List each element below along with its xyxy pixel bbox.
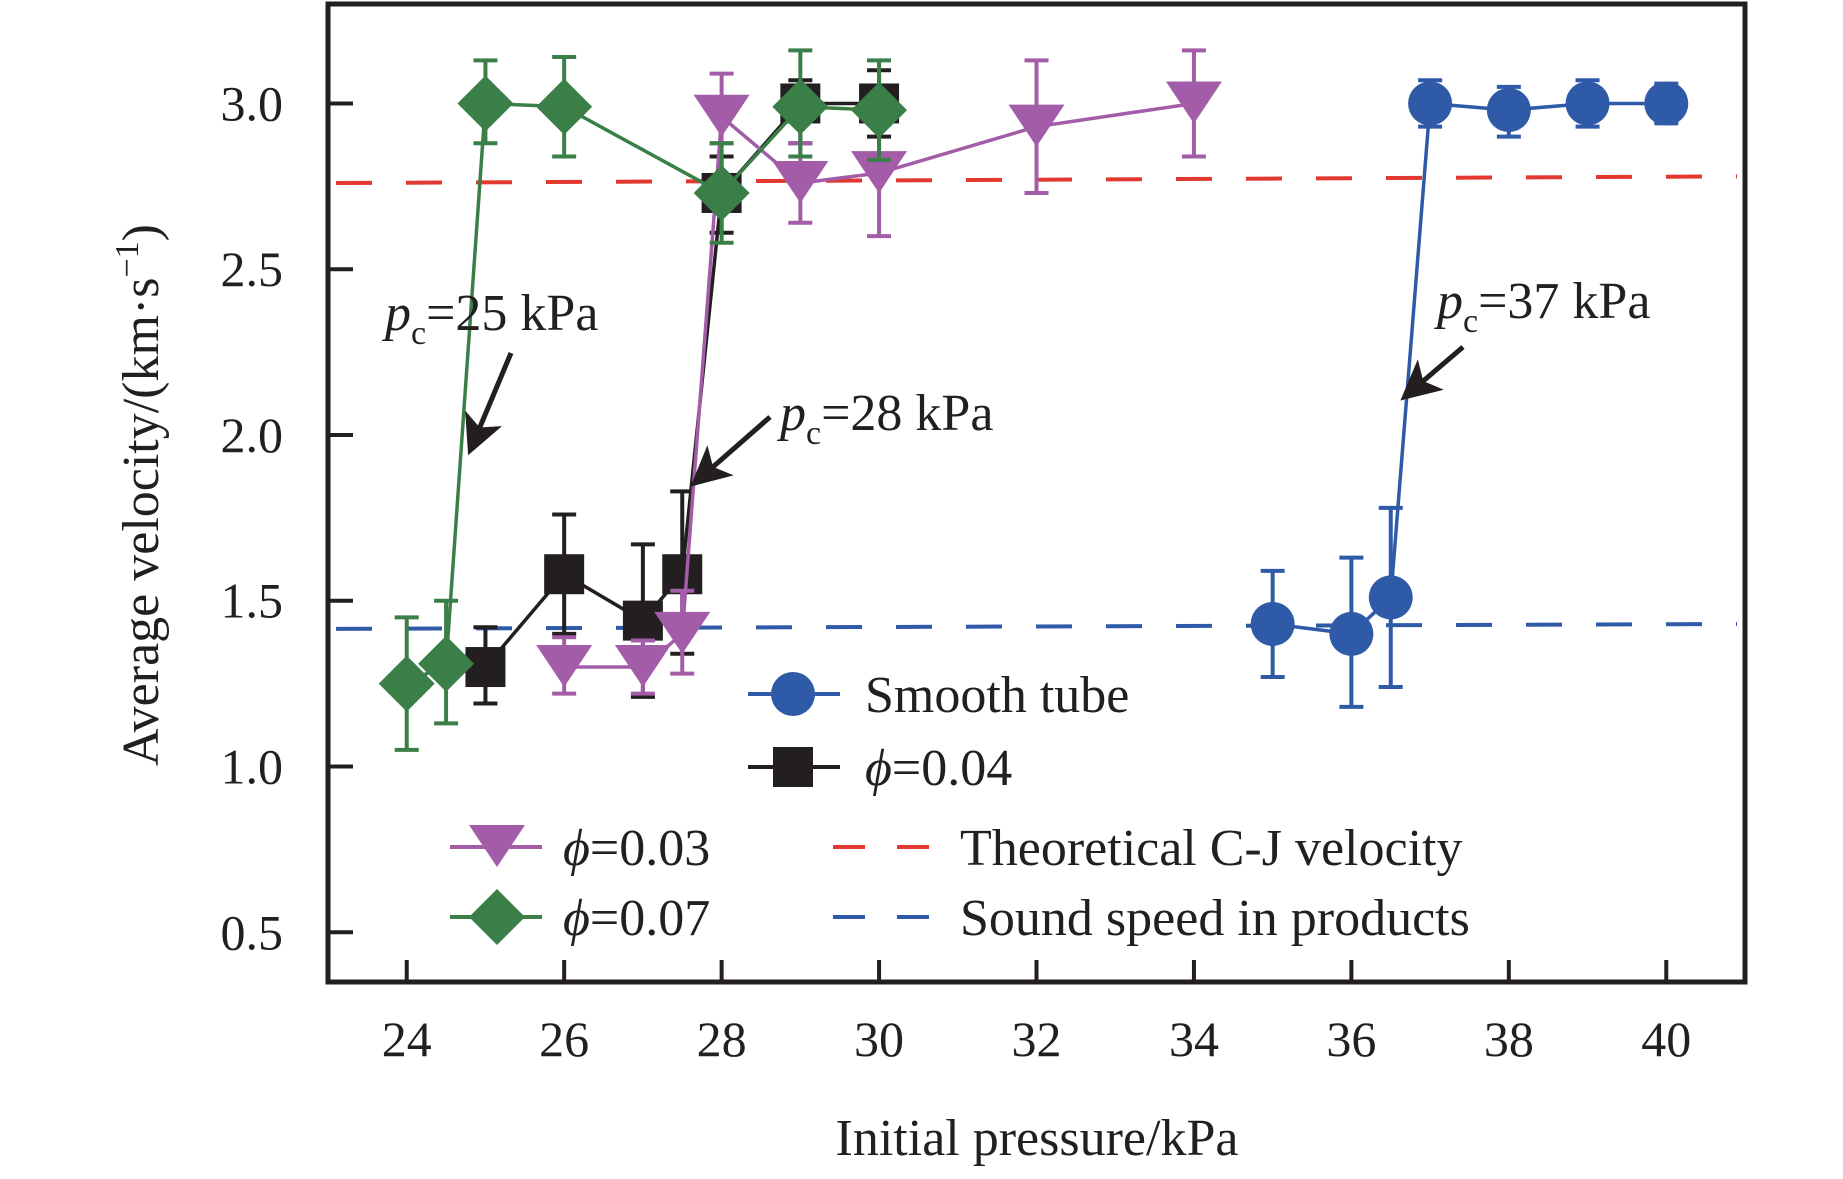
data-point: [1008, 104, 1065, 147]
data-point: [536, 645, 593, 688]
annotation-subscript: c: [1463, 303, 1478, 340]
series-3: [378, 48, 908, 752]
annotation-value: =37 kPa: [1478, 273, 1650, 330]
reference-line: [335, 621, 1738, 631]
x-tick-label: 32: [1012, 1011, 1062, 1067]
x-tick-label: 24: [382, 1011, 432, 1067]
legend-item: Sound speed in products: [833, 890, 1470, 947]
data-point: [1644, 81, 1689, 126]
annotation-label: pc=25 kPa: [381, 285, 598, 352]
y-tick-label: 0.5: [221, 904, 284, 960]
annotation-symbol: p: [776, 385, 806, 442]
data-point: [662, 554, 703, 595]
data-point: [1486, 88, 1531, 133]
data-point: [654, 611, 711, 654]
x-tick-label: 40: [1641, 1011, 1691, 1067]
annotation-subscript: c: [806, 415, 821, 452]
series-0: [1250, 78, 1689, 709]
data-point: [1250, 601, 1295, 646]
y-axis-title-main: Average velocity/(km·s: [113, 278, 170, 767]
annotation-value: =25 kPa: [426, 285, 598, 342]
annotation-label: pc=28 kPa: [776, 385, 993, 452]
data-point: [1565, 81, 1610, 126]
x-tick-label: 38: [1484, 1011, 1534, 1067]
legend-label: ϕ=0.07: [563, 890, 710, 947]
data-point: [693, 164, 750, 221]
annotation-value: =28 kPa: [821, 385, 993, 442]
series-layer: [378, 48, 1689, 752]
data-point: [1165, 81, 1222, 124]
x-tick-label: 28: [697, 1011, 747, 1067]
data-point: [851, 82, 908, 139]
data-point: [693, 94, 750, 137]
x-tick-label: 36: [1326, 1011, 1376, 1067]
data-point: [418, 635, 475, 692]
y-axis-title-close: ): [113, 224, 170, 241]
x-tick-label: 34: [1169, 1011, 1219, 1067]
y-tick-label: 2.5: [221, 241, 284, 297]
data-point: [772, 161, 829, 204]
data-point: [772, 78, 829, 135]
annotation-symbol: p: [381, 285, 411, 342]
legend-marker: [773, 747, 813, 787]
data-point: [378, 655, 435, 712]
legend-label: Sound speed in products: [960, 890, 1470, 947]
data-point: [457, 75, 514, 132]
legend-marker: [469, 889, 525, 945]
x-axis: 24 26 28 30 32 34 36 38 40: [382, 960, 1691, 1067]
data-point: [544, 554, 585, 595]
y-tick-label: 1.0: [221, 739, 284, 795]
series-line: [1272, 101, 1667, 636]
legend-label: ϕ=0.03: [563, 820, 710, 877]
data-point: [1368, 575, 1413, 620]
y-tick-label: 2.0: [221, 407, 284, 463]
legend-symbol: ϕ: [563, 820, 590, 877]
annotation-arrow: [465, 352, 514, 456]
legend-item: ϕ=0.07: [450, 889, 710, 947]
x-tick-label: 30: [854, 1011, 904, 1067]
annotation-label: pc=37 kPa: [1433, 273, 1650, 340]
legend-value: =0.03: [590, 820, 710, 877]
legend-item: ϕ=0.03: [450, 820, 710, 877]
legend-symbol: ϕ: [865, 740, 892, 797]
y-axis-title: Average velocity/(km·s−1): [109, 224, 170, 766]
legend-label: Theoretical C-J velocity: [960, 820, 1462, 877]
data-point: [465, 647, 506, 688]
annotation-arrow: [690, 415, 772, 487]
legend-marker: [771, 672, 815, 716]
legend-label: Smooth tube: [865, 667, 1129, 724]
data-point: [851, 151, 908, 194]
legend-symbol: ϕ: [563, 890, 590, 947]
x-axis-title: Initial pressure/kPa: [836, 1110, 1239, 1167]
data-point: [536, 78, 593, 135]
y-tick-label: 3.0: [221, 75, 284, 131]
legend-marker: [469, 825, 525, 867]
annotation-symbol: p: [1433, 273, 1463, 330]
x-tick-label: 26: [539, 1011, 589, 1067]
legend-item: ϕ=0.04: [748, 740, 1012, 797]
data-point: [1329, 611, 1374, 656]
legend-value: =0.04: [892, 740, 1012, 797]
y-axis: 0.5 1.0 1.5 2.0 2.5 3.0: [221, 75, 353, 960]
legend-item: Theoretical C-J velocity: [833, 820, 1462, 877]
y-tick-label: 1.5: [221, 573, 284, 629]
y-axis-title-sup: −1: [109, 241, 146, 277]
legend-value: Smooth tube: [865, 667, 1129, 724]
legend: Smooth tubeϕ=0.04ϕ=0.03ϕ=0.07Theoretical…: [450, 667, 1470, 947]
data-point: [1408, 81, 1453, 126]
legend-label: ϕ=0.04: [865, 740, 1012, 797]
annotation-arrow: [1400, 345, 1465, 401]
data-point: [622, 600, 663, 641]
legend-value: =0.07: [590, 890, 710, 947]
data-point: [614, 645, 671, 688]
annotation-subscript: c: [411, 315, 426, 352]
legend-item: Smooth tube: [748, 667, 1129, 724]
